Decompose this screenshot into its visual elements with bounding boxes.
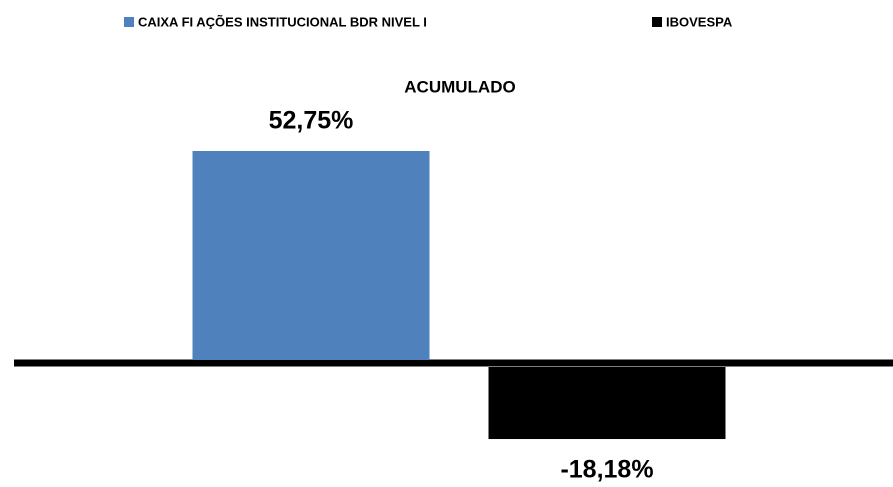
category-label: ACUMULADO	[404, 77, 515, 96]
legend-label: IBOVESPA	[666, 14, 733, 29]
value-label: -18,18%	[560, 456, 653, 484]
bar	[192, 151, 430, 360]
value-label: 52,75%	[269, 107, 354, 135]
legend-label: CAIXA FI AÇÕES INSTITUCIONAL BDR NIVEL I	[138, 14, 427, 29]
legend-swatch	[124, 17, 134, 27]
bar	[488, 367, 726, 440]
legend-swatch	[652, 17, 662, 27]
